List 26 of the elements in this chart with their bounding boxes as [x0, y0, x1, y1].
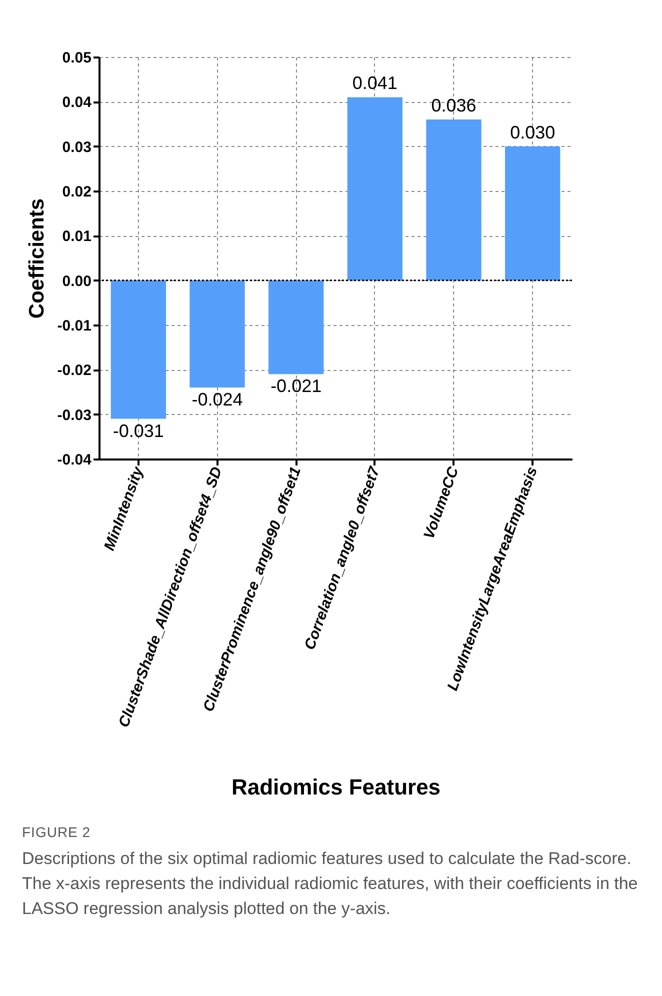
bar: [190, 280, 245, 388]
y-tick-label: 0.03: [62, 138, 92, 156]
caption: FIGURE 2: [22, 824, 92, 840]
bar: [268, 280, 324, 374]
y-axis-title: Coefficients: [25, 198, 48, 319]
y-tick-label: -0.01: [57, 318, 92, 334]
data-label: -0.031: [112, 420, 164, 441]
data-label: -0.021: [270, 376, 322, 396]
x-axis-title: Radiomics Features: [231, 774, 441, 800]
text: Descriptions of the six optimal radiomic features used to calculate the Rad-score. The x-axis represents the individual radiomic features, with their coefficients in the LASSO regression analysis plotted on the y-axis.: [22, 848, 639, 920]
bar: [504, 146, 560, 280]
y-tick-label: -0.02: [57, 362, 92, 380]
data-label: -0.024: [192, 390, 243, 410]
y-tick-label: 0.05: [62, 50, 92, 66]
data-label: 0.030: [510, 122, 556, 142]
y-tick-label: -0.03: [57, 406, 92, 424]
bar: [426, 120, 482, 280]
y-tick-label: 0.01: [62, 228, 92, 246]
bar: [347, 97, 403, 280]
data-label: 0.041: [352, 73, 398, 94]
y-tick-label: 0.00: [62, 272, 92, 290]
y-tick-label: 0.02: [62, 184, 92, 200]
data-label: 0.036: [431, 96, 476, 116]
bar: [110, 280, 166, 419]
y-tick-label: 0.04: [62, 94, 92, 112]
y-tick-label: -0.04: [57, 452, 92, 468]
